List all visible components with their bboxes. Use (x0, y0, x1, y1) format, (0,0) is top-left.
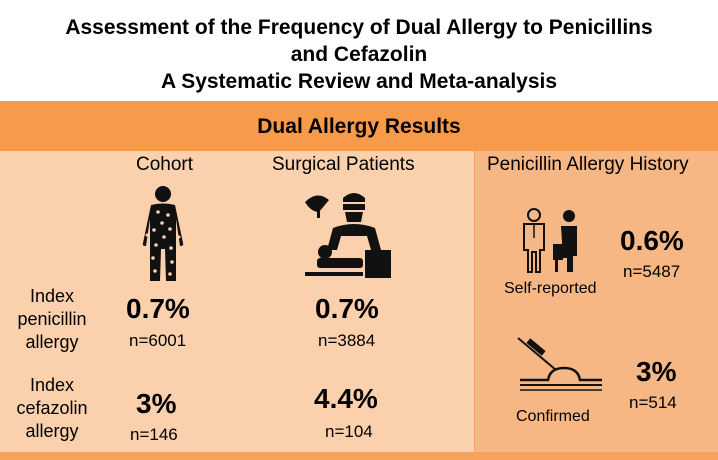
confirmed-n: n=514 (629, 393, 677, 412)
row-label-penicillin-line-1: Index (29, 286, 75, 306)
row-label-penicillin-line-3: allergy (25, 332, 79, 352)
skin-test-icon (517, 337, 602, 391)
column-header-history: Penicillin Allergy History (487, 154, 689, 175)
person-rash-icon (142, 186, 184, 281)
row-label-cefazolin-line-1: Index (29, 375, 75, 395)
section-label: Dual Allergy Results (257, 115, 461, 138)
cohort-cefazolin-pct: 3% (136, 388, 177, 419)
confirmed-pct: 3% (636, 356, 677, 387)
section-band (0, 101, 718, 151)
surgical-cefazolin-pct: 4.4% (314, 383, 378, 414)
self-reported-label: Self-reported (504, 280, 597, 297)
title-line-1: Assessment of the Frequency of Dual Alle… (65, 16, 653, 39)
row-label-penicillin: Index penicillin allergy (10, 285, 94, 354)
row-label-cefazolin-line-3: allergy (25, 421, 79, 441)
results-panel (0, 151, 474, 452)
history-panel (474, 151, 718, 452)
page-title: Assessment of the Frequency of Dual Alle… (0, 14, 718, 95)
row-label-cefazolin: Index cefazolin allergy (10, 374, 94, 443)
bottom-bar (0, 452, 718, 460)
column-header-surgical: Surgical Patients (272, 154, 415, 175)
surgeon-patient-icon (305, 193, 391, 278)
self-reported-n: n=5487 (623, 262, 681, 281)
row-label-cefazolin-line-2: cefazolin (16, 398, 88, 418)
surgical-penicillin-n: n=3884 (318, 331, 376, 350)
cohort-cefazolin-n: n=146 (130, 425, 178, 444)
row-label-penicillin-line-2: penicillin (17, 309, 87, 329)
title-line-3: A Systematic Review and Meta-analysis (160, 70, 558, 93)
title-line-2: and Cefazolin (290, 43, 428, 66)
confirmed-label: Confirmed (516, 408, 590, 425)
column-header-cohort: Cohort (136, 154, 194, 175)
cohort-penicillin-pct: 0.7% (126, 293, 190, 324)
cohort-penicillin-n: n=6001 (129, 331, 187, 350)
doctor-patient-icon (523, 208, 577, 273)
surgical-cefazolin-n: n=104 (325, 422, 373, 441)
self-reported-pct: 0.6% (620, 225, 684, 256)
surgical-penicillin-pct: 0.7% (315, 293, 379, 324)
